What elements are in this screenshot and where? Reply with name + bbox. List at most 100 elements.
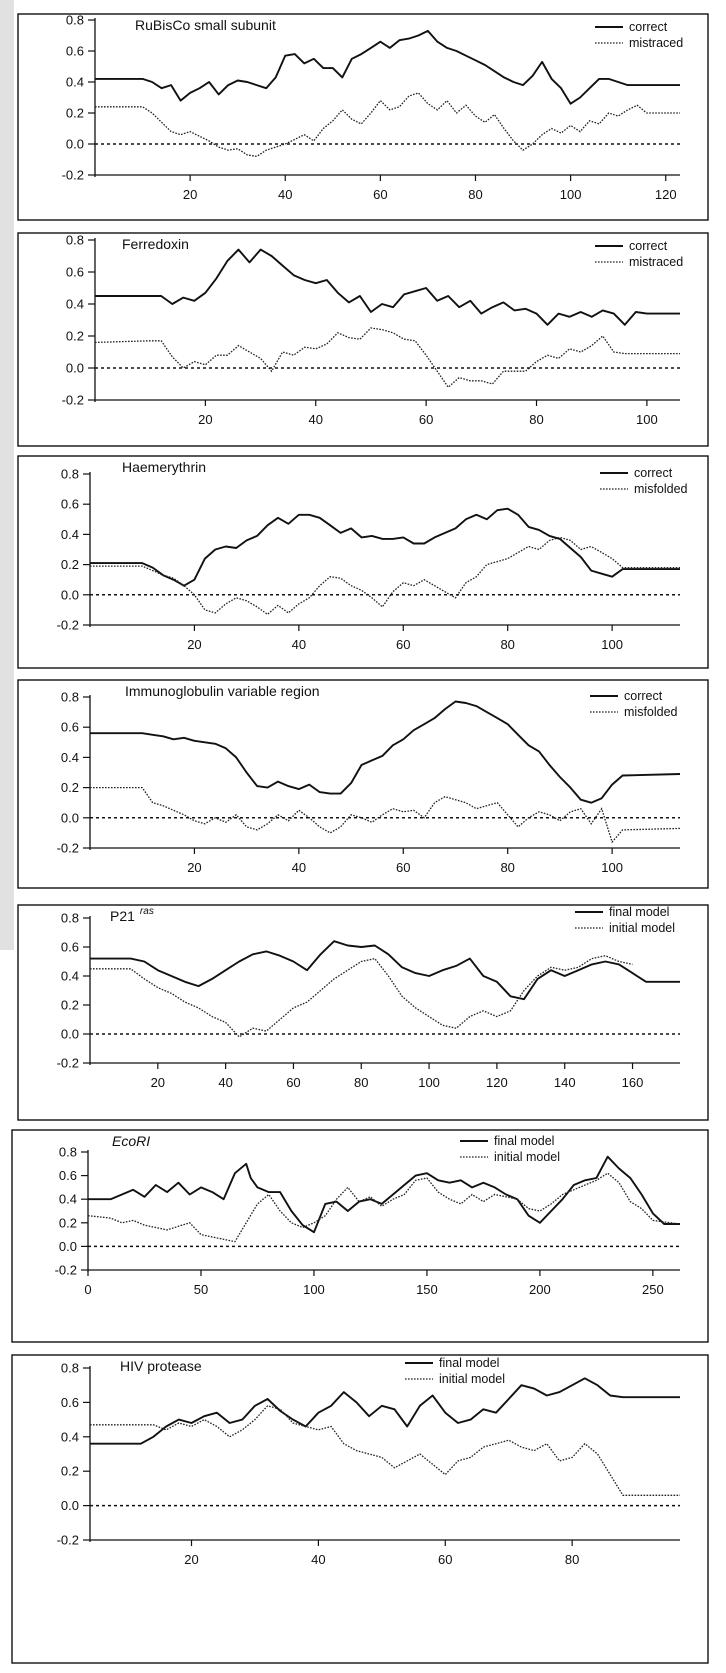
y-tick-label: 0.4 [61, 969, 79, 984]
x-tick-label: 40 [292, 860, 306, 875]
x-tick-label: 200 [529, 1282, 551, 1297]
x-tick-label: 120 [655, 187, 677, 202]
chart-title: Ferredoxin [122, 236, 189, 252]
y-tick-label: -0.2 [57, 1056, 79, 1071]
series-line-mistraced [95, 92, 680, 158]
x-tick-label: 60 [438, 1552, 452, 1567]
x-tick-label: 80 [354, 1075, 368, 1090]
y-tick-label: 0.6 [61, 1395, 79, 1410]
y-tick-label: 0.0 [61, 810, 79, 825]
y-tick-label: -0.2 [57, 841, 79, 856]
x-tick-label: 20 [198, 412, 212, 427]
x-tick-label: 40 [309, 412, 323, 427]
panel-frame [17, 455, 709, 669]
y-tick-label: 0.6 [61, 940, 79, 955]
x-tick-label: 100 [601, 860, 623, 875]
legend-label: initial model [609, 921, 675, 935]
y-tick-label: 0.2 [66, 329, 84, 344]
legend-label: initial model [439, 1372, 505, 1386]
y-tick-label: 0.0 [61, 587, 79, 602]
legend-label: misfolded [634, 482, 688, 496]
y-tick-label: -0.2 [57, 1533, 79, 1548]
y-tick-label: 0.8 [61, 1361, 79, 1376]
legend-label: correct [634, 466, 673, 480]
x-tick-label: 50 [194, 1282, 208, 1297]
chart-panel: 0.8 0.6 0.4 0.2 0.0 -0.2 0 50 100 150 200 250 EcoRI f… [11, 1129, 709, 1343]
series-line-initial-model [87, 1172, 681, 1243]
panel-frame [17, 232, 709, 447]
legend-label: final model [439, 1356, 499, 1370]
legend-label: mistraced [629, 255, 683, 269]
series-line-misfolded [90, 786, 681, 844]
x-tick-label: 40 [218, 1075, 232, 1090]
y-tick-label: 0.4 [61, 527, 79, 542]
y-tick-label: -0.2 [62, 168, 84, 183]
y-tick-label: 0.8 [61, 467, 79, 482]
chart-panel: 0.8 0.6 0.4 0.2 0.0 -0.2 20 40 60 80 100 Immunoglob… [17, 679, 709, 889]
y-tick-label: 0.2 [61, 1464, 79, 1479]
x-tick-label: 250 [642, 1282, 664, 1297]
chart-title: P21 [110, 908, 135, 924]
x-tick-label: 100 [636, 412, 658, 427]
series-line-final-model [90, 1377, 680, 1445]
series-line-misfolded [90, 536, 680, 616]
y-tick-label: 0.0 [61, 1498, 79, 1513]
panel-frame [11, 1129, 709, 1343]
x-tick-label: 80 [500, 860, 514, 875]
series-line-final-model [88, 1155, 680, 1234]
chart-panel: 0.8 0.6 0.4 0.2 0.0 -0.2 20 40 60 80 100 120 140 160 P… [17, 904, 709, 1121]
y-tick-label: 0.6 [66, 44, 84, 59]
scan-edge-shading [0, 0, 14, 950]
chart-panel: 0.8 0.6 0.4 0.2 0.0 -0.2 20 40 60 80 100 Ferredoxin… [17, 232, 709, 447]
y-tick-label: 0.8 [59, 1145, 77, 1160]
chart-panels: 0.8 0.6 0.4 0.2 0.0 -0.2 20 40 60 80 100 120 RuBisCo… [11, 13, 709, 1664]
x-tick-label: 80 [529, 412, 543, 427]
x-tick-label: 60 [396, 860, 410, 875]
x-tick-label: 80 [565, 1552, 579, 1567]
y-tick-label: 0.4 [61, 750, 79, 765]
panel-frame [11, 1354, 709, 1664]
x-tick-label: 60 [419, 412, 433, 427]
chart-title: EcoRI [112, 1133, 150, 1149]
legend-label: correct [629, 239, 668, 253]
x-tick-label: 0 [84, 1282, 91, 1297]
y-tick-label: 0.2 [61, 780, 79, 795]
y-tick-label: 0.6 [59, 1168, 77, 1183]
x-tick-label: 20 [183, 187, 197, 202]
y-tick-label: 0.0 [59, 1239, 77, 1254]
y-tick-label: 0.0 [66, 137, 84, 152]
chart-title: HIV protease [120, 1358, 202, 1374]
chart-title-superscript: ras [140, 906, 154, 917]
y-tick-label: 0.2 [66, 106, 84, 121]
x-tick-label: 20 [184, 1552, 198, 1567]
y-tick-label: 0.2 [61, 557, 79, 572]
legend-label: initial model [494, 1150, 560, 1164]
y-tick-label: 0.8 [61, 690, 79, 705]
x-tick-label: 20 [151, 1075, 165, 1090]
panel-frame [17, 679, 709, 889]
x-tick-label: 100 [418, 1075, 440, 1090]
legend-label: final model [494, 1134, 554, 1148]
series-line-correct [95, 248, 680, 326]
chart-title: Immunoglobulin variable region [125, 683, 320, 699]
y-tick-label: 0.8 [66, 233, 84, 248]
y-tick-label: 0.4 [61, 1429, 79, 1444]
legend-label: correct [624, 689, 663, 703]
x-tick-label: 60 [286, 1075, 300, 1090]
y-tick-label: 0.2 [59, 1215, 77, 1230]
y-tick-label: -0.2 [62, 393, 84, 408]
y-tick-label: 0.6 [61, 720, 79, 735]
x-tick-label: 120 [486, 1075, 508, 1090]
panel-frame [17, 904, 709, 1121]
y-tick-label: 0.0 [66, 361, 84, 376]
x-tick-label: 100 [601, 637, 623, 652]
x-tick-label: 20 [187, 860, 201, 875]
legend-label: correct [629, 20, 668, 34]
x-tick-label: 20 [187, 637, 201, 652]
chart-panel: 0.8 0.6 0.4 0.2 0.0 -0.2 20 40 60 80 100 Haemerythr… [17, 455, 709, 669]
y-tick-label: 0.0 [61, 1027, 79, 1042]
x-tick-label: 160 [622, 1075, 644, 1090]
y-tick-label: -0.2 [57, 618, 79, 633]
